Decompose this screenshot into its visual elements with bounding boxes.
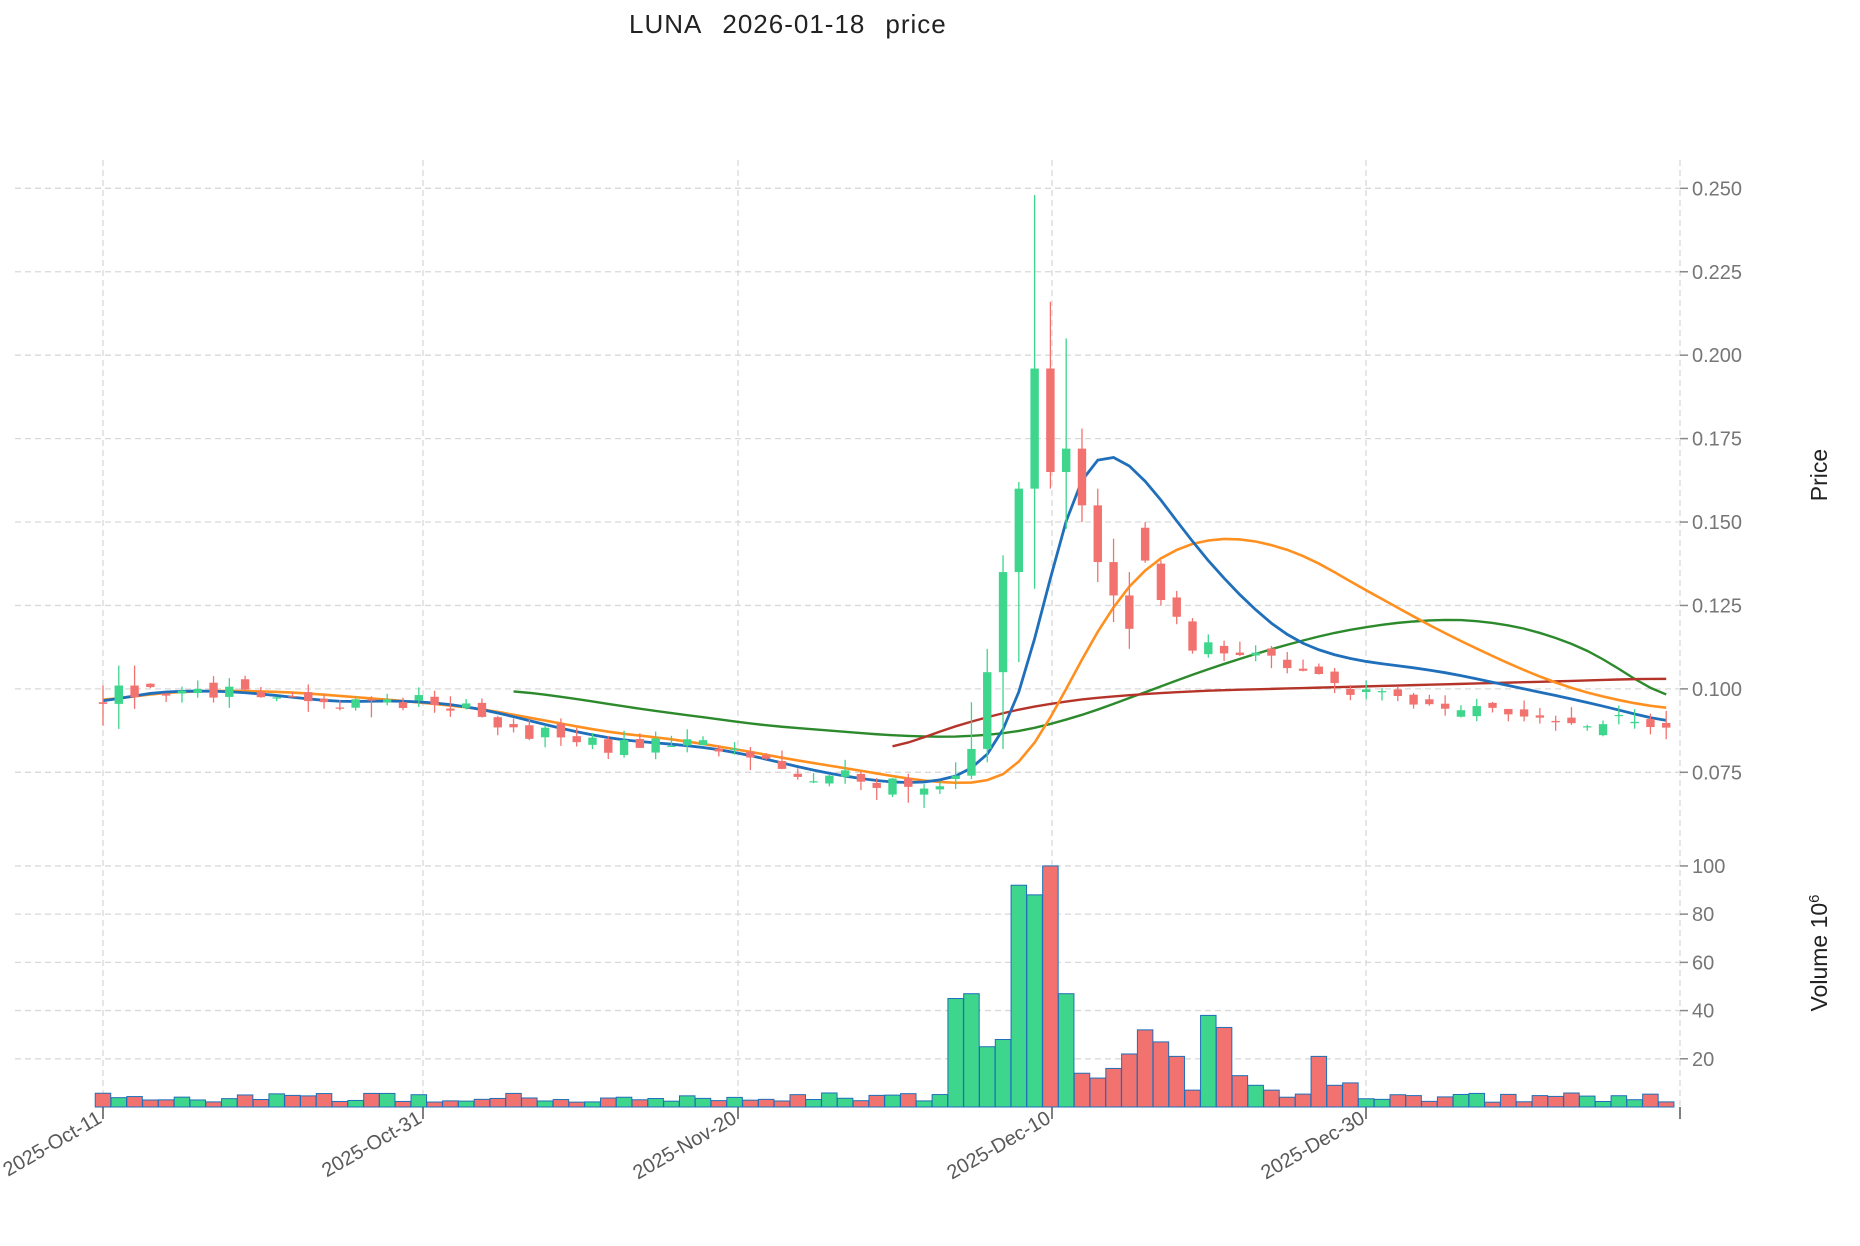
svg-text:0.125: 0.125 <box>1692 595 1742 617</box>
svg-text:0.150: 0.150 <box>1692 512 1742 534</box>
svg-text:20: 20 <box>1692 1049 1714 1071</box>
svg-text:0.075: 0.075 <box>1692 762 1742 784</box>
svg-text:60: 60 <box>1692 952 1714 974</box>
svg-text:0.225: 0.225 <box>1692 262 1742 284</box>
svg-text:0.250: 0.250 <box>1692 178 1742 200</box>
svg-text:2025-Oct-31: 2025-Oct-31 <box>318 1107 425 1182</box>
svg-text:Volume 106: Volume 106 <box>1806 894 1832 1011</box>
svg-text:2025-Dec-30: 2025-Dec-30 <box>1257 1107 1368 1184</box>
svg-text:2025-Oct-11: 2025-Oct-11 <box>0 1107 106 1181</box>
svg-text:100: 100 <box>1692 856 1725 878</box>
svg-text:Price: Price <box>1806 449 1832 501</box>
svg-text:80: 80 <box>1692 904 1714 926</box>
svg-text:0.175: 0.175 <box>1692 429 1742 451</box>
svg-text:40: 40 <box>1692 1001 1714 1023</box>
svg-text:2025-Dec-10: 2025-Dec-10 <box>943 1107 1054 1184</box>
svg-text:0.100: 0.100 <box>1692 679 1742 701</box>
svg-text:2025-Nov-20: 2025-Nov-20 <box>629 1107 740 1184</box>
svg-text:0.200: 0.200 <box>1692 345 1742 367</box>
